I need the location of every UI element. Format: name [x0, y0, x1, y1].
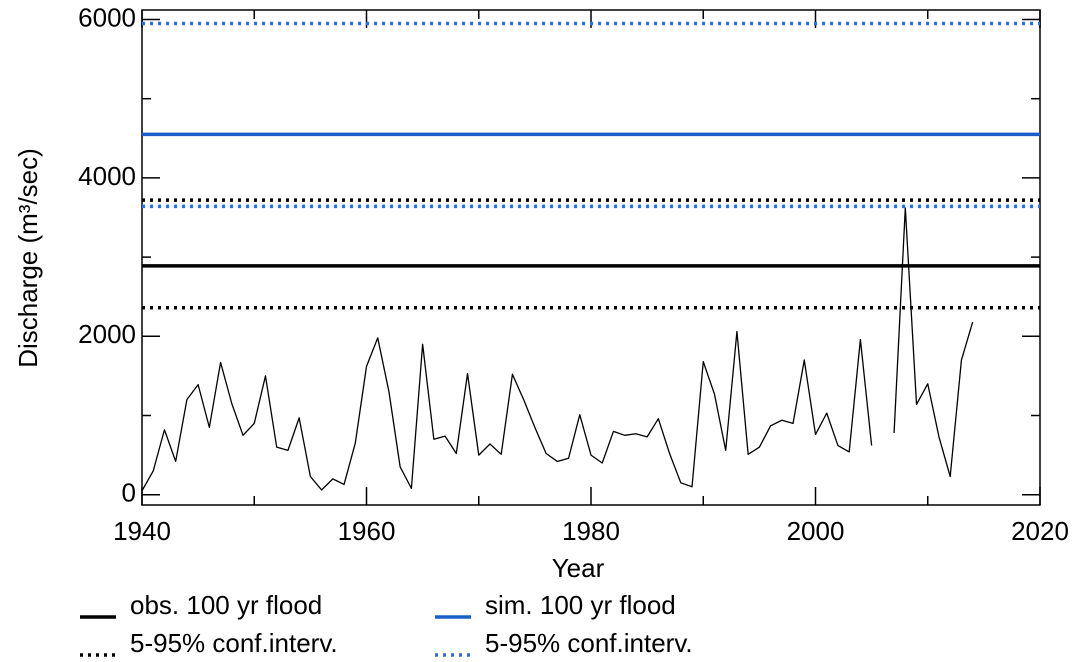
y-tick-label: 6000 — [78, 2, 136, 32]
y-tick-label: 2000 — [78, 319, 136, 349]
legend-label: sim. 100 yr flood — [485, 590, 676, 620]
legend-label: obs. 100 yr flood — [130, 590, 322, 620]
legend-label: 5-95% conf.interv. — [485, 628, 693, 658]
x-tick-label: 2000 — [787, 516, 845, 546]
y-tick-label: 4000 — [78, 161, 136, 191]
x-tick-label: 1940 — [113, 516, 171, 546]
x-tick-label: 2020 — [1011, 516, 1069, 546]
x-tick-label: 1980 — [562, 516, 620, 546]
data-line — [141, 207, 974, 492]
x-axis-label: Year — [552, 553, 605, 583]
y-tick-label: 0 — [122, 478, 136, 508]
legend-label: 5-95% conf.interv. — [130, 628, 338, 658]
y-axis-label: Discharge (m³/sec) — [13, 148, 43, 368]
x-tick-label: 1960 — [338, 516, 396, 546]
plot-frame — [141, 9, 1041, 506]
